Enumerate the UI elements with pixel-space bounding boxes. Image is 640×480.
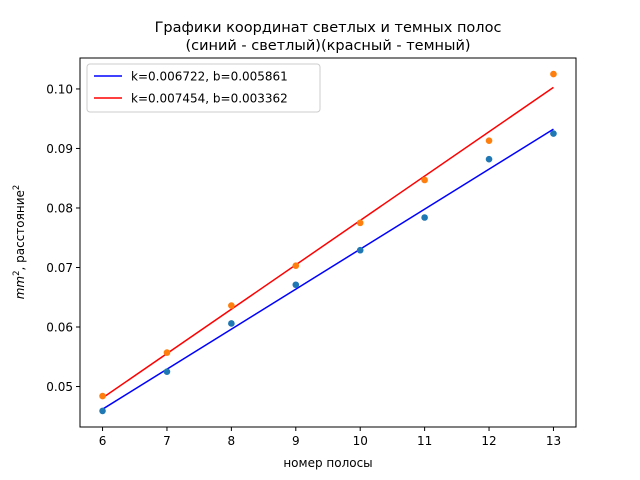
- legend: k=0.006722, b=0.005861 k=0.007454, b=0.0…: [86, 63, 321, 113]
- data-point-light: [228, 320, 235, 327]
- x-tick-label: 8: [228, 434, 236, 448]
- y-tick-label: 0.07: [46, 261, 73, 275]
- y-tick-label: 0.05: [46, 380, 73, 394]
- y-tick-label: 0.10: [46, 82, 73, 96]
- plot-area: [99, 70, 557, 415]
- y-tick-label: 0.09: [46, 142, 73, 156]
- plot-frame: [79, 57, 577, 428]
- x-tick-label: 10: [353, 434, 368, 448]
- x-axis: 6 7 8 9 10 11 12 13: [99, 427, 561, 448]
- data-point-dark: [550, 70, 557, 78]
- data-point-light: [356, 246, 364, 254]
- data-point-light: [292, 281, 300, 289]
- x-tick-label: 6: [99, 434, 107, 448]
- x-tick-label: 7: [163, 434, 171, 448]
- chart-title-line2: (синий - светлый)(красный - темный): [185, 38, 470, 54]
- data-point-dark: [292, 262, 300, 270]
- data-point-dark: [228, 302, 235, 309]
- fit-line-red: [102, 86, 554, 399]
- x-tick-label: 9: [292, 434, 300, 448]
- y-tick-label: 0.06: [46, 321, 73, 335]
- x-tick-label: 12: [481, 434, 496, 448]
- data-point-light: [485, 155, 493, 163]
- y-axis-label-unit: mm: [13, 276, 27, 299]
- y-axis-label-unit-power: 2: [12, 270, 22, 275]
- data-point-light: [99, 407, 106, 415]
- y-axis-label-text-power: 2: [12, 185, 22, 190]
- data-point-light: [421, 214, 428, 221]
- x-tick-label: 13: [546, 434, 561, 448]
- data-point-light: [163, 368, 171, 375]
- legend-box: [86, 63, 321, 113]
- x-tick-label: 11: [417, 434, 432, 448]
- data-point-dark: [99, 392, 106, 400]
- data-point-light: [550, 130, 557, 137]
- y-axis-label: mm2, расстояние2: [12, 185, 27, 300]
- y-tick-label: 0.08: [46, 201, 73, 215]
- y-axis: 0.05 0.06 0.07 0.08 0.09 0.10: [46, 82, 80, 394]
- fit-line-blue: [102, 128, 554, 410]
- x-axis-label: номер полосы: [283, 456, 372, 470]
- chart-title-line1: Графики координат светлых и темных полос: [155, 20, 502, 36]
- data-point-dark: [356, 219, 364, 227]
- legend-label-blue-fit: k=0.006722, b=0.005861: [131, 70, 288, 84]
- data-point-dark: [485, 137, 493, 145]
- data-point-dark: [163, 349, 171, 356]
- legend-label-red-fit: k=0.007454, b=0.003362: [131, 92, 288, 106]
- y-axis-label-text: , расстояние: [13, 190, 27, 270]
- data-point-dark: [421, 176, 428, 184]
